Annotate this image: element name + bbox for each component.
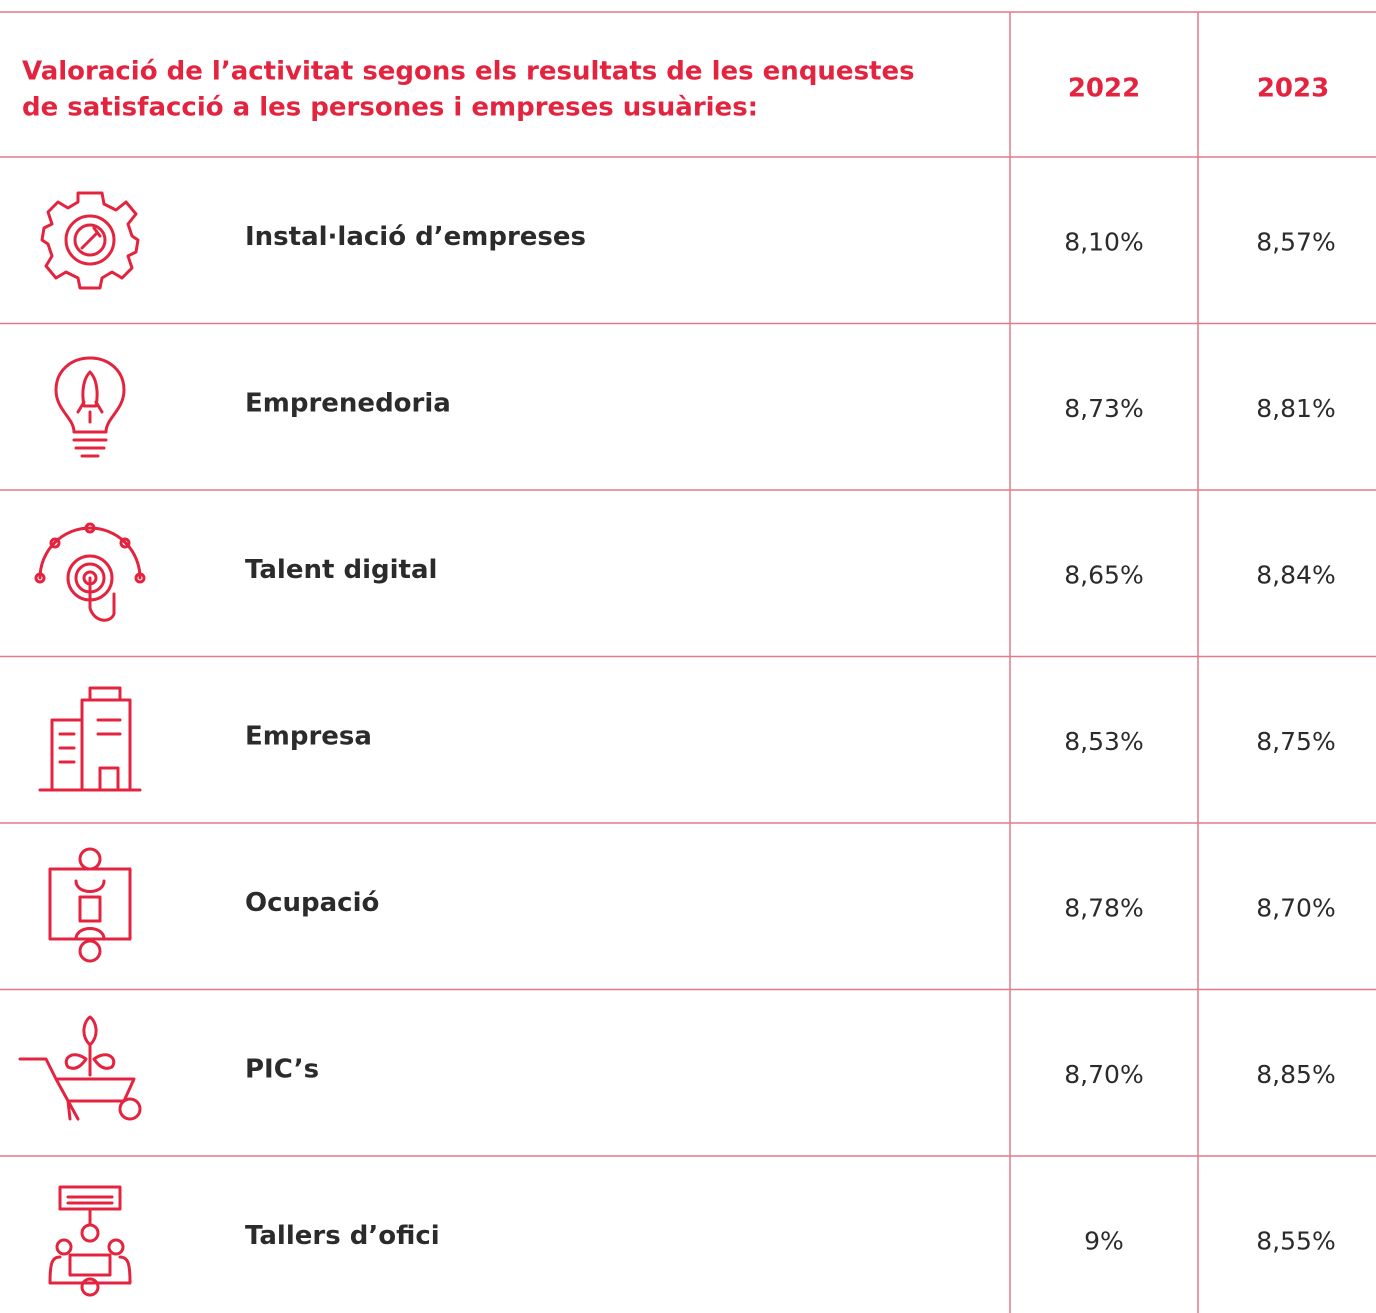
row-label: Instal·lació d’empreses — [245, 222, 586, 252]
cell-value: 8,85% — [1256, 1060, 1335, 1089]
column-header: 2023 — [1257, 74, 1329, 104]
row-label: Talent digital — [245, 555, 437, 585]
cell-value: 8,73% — [1064, 394, 1143, 423]
icon-gear — [40, 191, 140, 290]
column-header: 2022 — [1068, 74, 1140, 104]
cell-value: 8,53% — [1064, 727, 1143, 756]
icon-touch — [34, 522, 146, 622]
cell-value: 8,57% — [1256, 227, 1335, 256]
cell-value: 8,55% — [1256, 1226, 1335, 1255]
icon-person — [48, 847, 132, 963]
icon-workshop — [48, 1185, 132, 1297]
row-label: Emprenedoria — [245, 388, 451, 418]
header-title: de satisfacció a les persones i empreses… — [22, 93, 758, 123]
icon-buildings — [38, 686, 142, 792]
row-label: Ocupació — [245, 888, 379, 918]
cell-value: 8,70% — [1064, 1060, 1143, 1089]
cell-value: 8,10% — [1064, 227, 1143, 256]
icon-wheelbarrow — [18, 1015, 142, 1121]
cell-value: 9% — [1084, 1226, 1124, 1255]
header-title: Valoració de l’activitat segons els resu… — [22, 57, 915, 87]
cell-value: 8,70% — [1256, 893, 1335, 922]
cell-value: 8,78% — [1064, 893, 1143, 922]
icon-bulb — [54, 356, 126, 458]
row-label: Empresa — [245, 721, 372, 751]
row-label: Tallers d’ofici — [245, 1221, 440, 1251]
row-label: PIC’s — [245, 1054, 319, 1084]
cell-value: 8,81% — [1256, 394, 1335, 423]
cell-value: 8,84% — [1256, 560, 1335, 589]
cell-value: 8,75% — [1256, 727, 1335, 756]
cell-value: 8,65% — [1064, 560, 1143, 589]
